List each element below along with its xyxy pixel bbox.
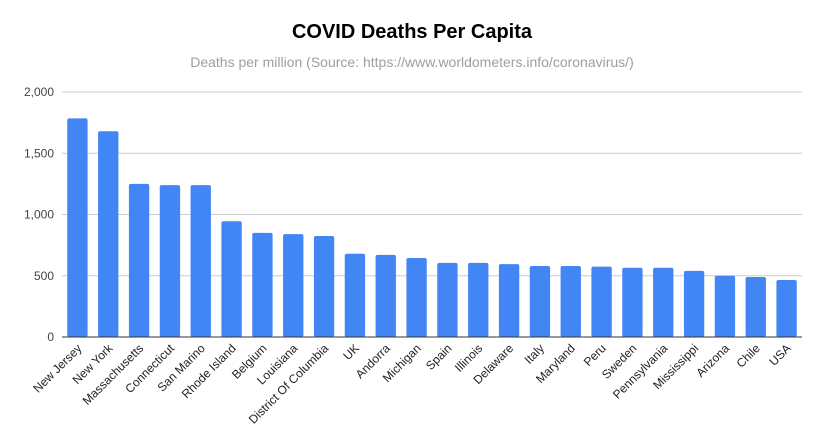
x-tick-label: Italy: [522, 341, 547, 366]
bar: [745, 276, 766, 337]
bar: [776, 280, 797, 337]
bar: [313, 235, 335, 337]
bar: [529, 265, 551, 337]
bar: [159, 185, 181, 337]
bar: [468, 262, 489, 337]
bar: [560, 265, 581, 337]
x-tick-label: New Jersey: [30, 341, 84, 395]
x-tick-label: Spain: [423, 341, 455, 373]
chart-title: COVID Deaths Per Capita: [291, 21, 533, 43]
y-tick-label: 2,000: [24, 85, 54, 99]
bar: [714, 275, 736, 337]
x-tick-label: Chile: [734, 341, 763, 370]
bar: [498, 264, 520, 337]
bar: [283, 234, 304, 337]
bar: [252, 232, 273, 337]
y-tick-label: 1,000: [24, 208, 54, 222]
bars: [67, 118, 797, 338]
x-tick-label: USA: [766, 341, 793, 368]
x-tick-label: Peru: [581, 341, 609, 369]
y-tick-label: 1,500: [24, 146, 54, 160]
x-tick-label: UK: [340, 341, 362, 363]
bar: [375, 254, 396, 337]
x-tick-label: Arizona: [693, 341, 732, 380]
bar: [437, 262, 458, 337]
chart-subtitle: Deaths per million (Source: https://www.…: [190, 54, 634, 70]
bar: [98, 131, 119, 337]
bar: [622, 267, 643, 337]
y-tick-label: 0: [47, 330, 54, 344]
bar: [221, 221, 242, 337]
bar: [591, 266, 612, 337]
bar: [128, 183, 150, 337]
y-tick-label: 500: [34, 269, 54, 283]
bar: [67, 118, 88, 338]
bar: [653, 267, 674, 337]
bar: [344, 253, 366, 337]
y-axis-ticks: 0 500 1,000 1,500 2,000: [24, 85, 54, 344]
gridlines: [62, 91, 802, 277]
bar: [406, 257, 427, 337]
bar: [683, 270, 705, 337]
bar: [190, 185, 211, 337]
